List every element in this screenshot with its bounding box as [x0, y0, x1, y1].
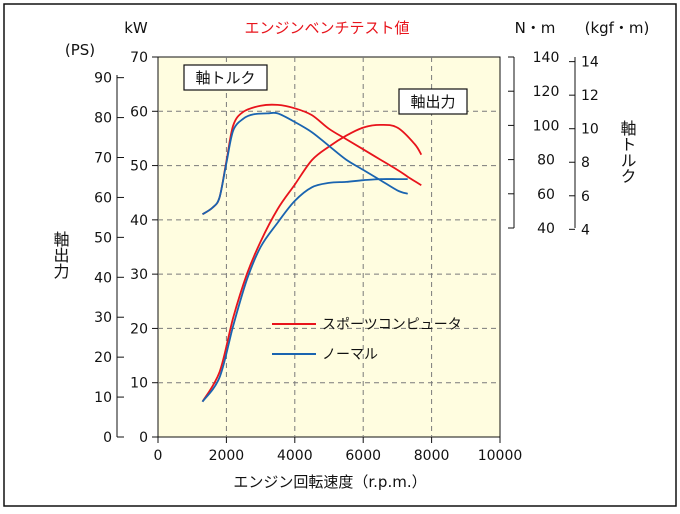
nm-unit-label: N・m	[515, 19, 556, 37]
kgfm-unit-label: (kgf・m)	[585, 19, 650, 37]
x-tick-label: 4000	[277, 448, 313, 464]
nm-tick-label: 100	[533, 118, 560, 134]
kw-tick-label: 10	[130, 376, 148, 392]
kw-tick-label: 40	[130, 213, 148, 229]
nm-tick-label: 40	[537, 221, 555, 237]
x-axis-title: エンジン回転速度（r.p.m.）	[233, 473, 426, 491]
nm-tick-label: 140	[533, 50, 560, 66]
legend-label-normal: ノーマル	[322, 347, 378, 363]
kw-axis: 0 10 20 30 40 50 60 70	[130, 50, 158, 446]
x-axis: 0 2000 4000 6000 8000 10000	[154, 437, 523, 464]
kgfm-tick-label: 12	[581, 88, 599, 104]
torque-callout: 軸トルク	[183, 64, 268, 91]
kw-tick-label: 20	[130, 321, 148, 337]
series-line-sports-power	[201, 123, 423, 403]
ps-tick-label: 70	[94, 151, 112, 167]
x-tick-label: 2000	[209, 448, 245, 464]
chart-title: エンジンベンチテスト値	[244, 19, 409, 37]
torque-callout-box	[183, 64, 268, 91]
ps-tick-label: 10	[94, 390, 112, 406]
plot-area	[157, 56, 501, 438]
kgfm-tick-label: 8	[581, 155, 590, 171]
kw-tick-label: 50	[130, 159, 148, 175]
ps-tick-label: 30	[94, 310, 112, 326]
kw-tick-label: 30	[130, 267, 148, 283]
ps-tick-label: 90	[94, 71, 112, 87]
ps-tick-label: 40	[94, 270, 112, 286]
x-tick-label: 0	[154, 448, 163, 464]
nm-axis: 40 60 80 100 120 140	[508, 50, 559, 237]
ps-tick-label: 0	[103, 430, 112, 446]
ps-tick-label: 60	[94, 190, 112, 206]
kgfm-tick-label: 10	[581, 122, 599, 138]
power-callout-text: 軸出力	[410, 93, 455, 111]
x-tick-label: 8000	[414, 448, 450, 464]
x-tick-label: 10000	[478, 448, 523, 464]
kgfm-tick-label: 14	[581, 55, 599, 71]
x-tick-label: 6000	[345, 448, 381, 464]
torque-callout-text: 軸トルク	[195, 69, 255, 87]
nm-tick-label: 120	[533, 84, 560, 100]
kw-tick-label: 60	[130, 104, 148, 120]
plot-background	[157, 56, 501, 438]
ps-tick-label: 50	[94, 230, 112, 246]
nm-tick-label: 60	[537, 187, 555, 203]
ps-tick-label: 80	[94, 111, 112, 127]
series-line-normal-torque	[202, 111, 408, 216]
ps-axis: 0 10 20 30 40 50 60 70 80 90	[94, 71, 124, 446]
ps-unit-label: (PS)	[65, 41, 95, 59]
ps-tick-label: 20	[94, 350, 112, 366]
legend-label-sports: スポーツコンピュータ	[322, 317, 462, 333]
kgfm-axis: 4 6 8 10 12 14	[569, 55, 599, 238]
chart-series	[201, 103, 423, 403]
kw-tick-label: 70	[130, 50, 148, 66]
kgfm-tick-label: 4	[581, 222, 590, 238]
nm-tick-label: 80	[537, 153, 555, 169]
right-torque-label: 軸トルク	[618, 120, 637, 184]
kw-tick-label: 0	[139, 430, 148, 446]
left-power-label: 軸出力	[51, 231, 70, 280]
power-callout-box	[398, 88, 468, 115]
power-callout: 軸出力	[398, 88, 468, 115]
kgfm-tick-label: 6	[581, 189, 590, 205]
kw-unit-label: kW	[124, 19, 148, 37]
legend: スポーツコンピュータ ノーマル	[272, 317, 462, 363]
